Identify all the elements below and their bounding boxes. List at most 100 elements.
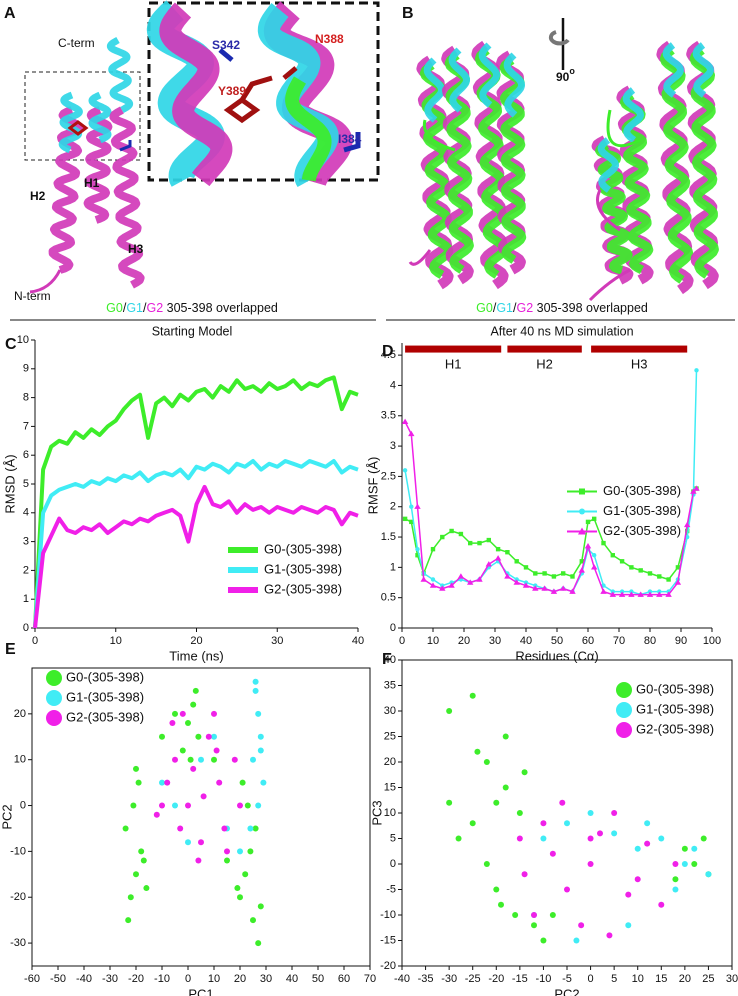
marker	[561, 571, 566, 576]
caption-part: /	[493, 301, 497, 315]
scatter-point	[564, 820, 570, 827]
marker	[401, 418, 409, 425]
x-tick-label: 0	[185, 973, 191, 985]
panel-letter: C	[5, 336, 17, 353]
scatter-point	[190, 701, 197, 708]
scatter-point	[211, 733, 217, 740]
scatter-point	[521, 769, 528, 776]
helix-ribbon	[622, 87, 644, 143]
scatter-point	[512, 912, 519, 918]
scatter-point	[587, 810, 594, 816]
scatter-point	[211, 710, 217, 717]
marker	[694, 368, 699, 373]
marker	[513, 579, 520, 585]
x-tick-label: 25	[702, 973, 714, 985]
scatter-point	[130, 802, 137, 809]
scatter-point	[611, 810, 618, 816]
x-tick-label: -10	[154, 973, 170, 985]
marker	[551, 574, 557, 579]
marker	[690, 488, 697, 494]
scatter-point	[198, 839, 204, 846]
legend-marker	[616, 702, 632, 718]
scatter-point	[446, 708, 453, 714]
caption-part: G1	[126, 301, 143, 315]
scatter-point	[540, 835, 547, 842]
scatter-point	[216, 779, 223, 786]
x-tick-label: 20	[234, 973, 246, 985]
y-tick-label: 1	[23, 593, 29, 605]
legend-label: G1-(305-398)	[264, 561, 342, 576]
marker	[449, 528, 454, 534]
side-chain	[223, 66, 298, 124]
y-tick-label: 10	[17, 334, 29, 346]
x-tick-label: -30	[441, 973, 457, 985]
side-chain	[67, 120, 89, 136]
scatter-point	[611, 830, 618, 837]
y-tick-label: 7	[23, 420, 29, 432]
marker	[532, 585, 539, 591]
panel-letter: B	[402, 5, 414, 22]
scatter-point	[257, 747, 264, 754]
marker	[693, 485, 700, 491]
caption-part: 305-398 overlapped	[163, 301, 278, 315]
marker	[629, 565, 634, 570]
side-chain	[119, 140, 132, 152]
marker	[409, 519, 414, 525]
marker	[514, 559, 519, 564]
marker	[542, 571, 547, 576]
marker	[656, 591, 663, 597]
x-tick-label: -10	[535, 973, 551, 985]
rotation-arrow	[548, 30, 570, 46]
marker	[569, 588, 576, 594]
scatter-point	[502, 733, 509, 740]
legend-label: G0-(305-398)	[636, 681, 714, 696]
side-chain	[218, 48, 361, 153]
x-tick-label: 70	[364, 973, 376, 985]
scatter-point	[195, 857, 202, 864]
x-tick-label: 10	[208, 973, 220, 985]
marker	[415, 546, 420, 552]
scatter-point	[634, 876, 641, 883]
helix-bar	[405, 345, 502, 353]
label: H2	[30, 189, 46, 203]
scatter-point	[185, 720, 191, 727]
scatter-point	[133, 871, 139, 878]
marker	[579, 559, 584, 564]
scatter-point	[172, 756, 178, 763]
x-tick-label: -35	[418, 973, 434, 985]
y-axis-label: PC2	[0, 804, 14, 829]
x-tick-label: 80	[644, 635, 656, 647]
helix-ribbon	[478, 42, 500, 108]
marker	[592, 553, 597, 558]
marker	[578, 567, 585, 573]
x-tick-label: -30	[102, 973, 118, 985]
y-tick-label: 10	[14, 754, 26, 766]
scatter-point	[169, 720, 176, 727]
inset-box	[147, 1, 380, 182]
helix-ribbon	[48, 106, 84, 274]
x-tick-label: 20	[190, 635, 202, 647]
footer: After 40 ns MD simulation	[490, 324, 633, 338]
scatter-point	[164, 779, 171, 786]
y-tick-label: -20	[380, 960, 396, 972]
x-tick-label: 30	[260, 973, 272, 985]
scatter-point	[138, 848, 145, 855]
marker	[440, 534, 445, 540]
x-tick-label: 0	[32, 635, 38, 647]
scatter-point	[159, 733, 165, 740]
caption-part: /	[143, 301, 147, 315]
rotation-value: 90	[556, 70, 570, 84]
x-tick-label: 60	[582, 635, 594, 647]
scatter-point	[221, 825, 228, 832]
y-axis-label: RMSD (Å)	[2, 454, 17, 513]
scatter-point	[185, 802, 191, 809]
x-tick-label: 90	[675, 635, 687, 647]
caption-part: /	[513, 301, 517, 315]
y-tick-label: 6	[23, 449, 29, 461]
helix-ribbon	[597, 137, 619, 193]
helix-ribbon	[692, 42, 714, 98]
panel-letter: E	[5, 641, 16, 658]
legend-label: G0-(305-398)	[66, 669, 144, 684]
